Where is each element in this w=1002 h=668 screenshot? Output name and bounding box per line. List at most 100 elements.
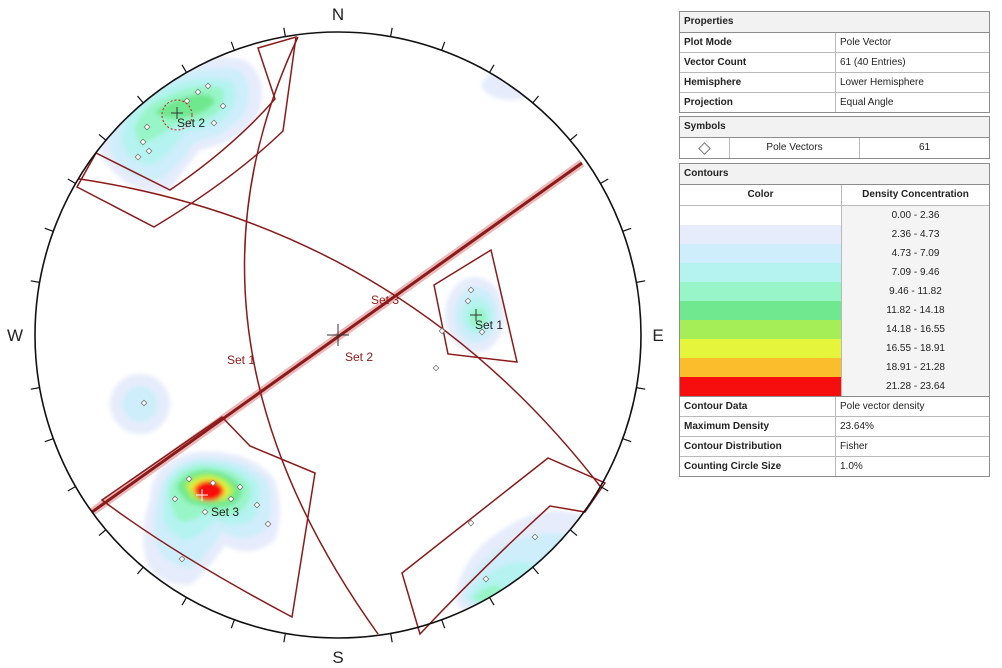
set3-plane-label: Set 3 xyxy=(371,293,399,307)
contour-range-label: 18.91 - 21.28 xyxy=(842,358,989,377)
property-value[interactable]: 61 (40 Entries) xyxy=(840,57,906,68)
set1-pole-cross[interactable] xyxy=(470,309,482,321)
set2-plane-label: Set 2 xyxy=(345,350,373,364)
pole-diamond[interactable] xyxy=(253,501,261,509)
pole-diamond[interactable] xyxy=(201,508,209,516)
property-row: Hemisphere Lower Hemisphere xyxy=(680,73,989,93)
contour-color-swatch[interactable] xyxy=(680,320,842,339)
degree-tick xyxy=(532,566,540,575)
contour-info-value[interactable]: Pole vector density xyxy=(840,401,925,412)
contour-color-swatch[interactable] xyxy=(680,282,842,301)
contour-legend-row[interactable]: 9.46 - 11.82 xyxy=(680,282,989,301)
contour-range-label: 4.73 - 7.09 xyxy=(842,244,989,263)
set2-pole-cross[interactable] xyxy=(171,107,183,119)
contour-range-label: 0.00 - 2.36 xyxy=(842,206,989,225)
contour-color-swatch[interactable] xyxy=(680,206,842,225)
pole-diamond[interactable] xyxy=(467,286,475,294)
contour-info-row: Contour Distribution Fisher xyxy=(680,437,989,457)
set-pole-markers xyxy=(171,107,482,501)
degree-ticks xyxy=(30,27,646,643)
pole-diamond[interactable] xyxy=(183,97,191,105)
set2-window[interactable] xyxy=(75,35,297,228)
contour-legend-row[interactable]: 0.00 - 2.36 xyxy=(680,206,989,225)
pole-diamond[interactable] xyxy=(467,519,475,527)
pole-diamond[interactable] xyxy=(478,328,486,336)
contour-color-swatch[interactable] xyxy=(680,244,842,263)
set1-pole-label: Set 1 xyxy=(475,318,503,332)
contour-legend-rows: 0.00 - 2.36 2.36 - 4.73 4.73 - 7.09 7.09 - … xyxy=(680,206,989,397)
degree-tick xyxy=(569,133,578,141)
pole-diamond[interactable] xyxy=(531,533,539,541)
contour-color-swatch[interactable] xyxy=(680,339,842,358)
east-label: E xyxy=(652,326,663,345)
degree-tick xyxy=(532,95,540,104)
stereonet-plot[interactable]: Set 2 Set 1 Set 3 Set 1 Set 2 Set 3 N S … xyxy=(0,0,672,668)
property-value[interactable]: Equal Angle xyxy=(840,97,894,108)
degree-tick xyxy=(622,227,632,232)
property-value[interactable]: Pole Vector xyxy=(840,37,892,48)
degree-tick xyxy=(67,485,76,492)
pole-diamond[interactable] xyxy=(432,364,440,372)
pole-diamond[interactable] xyxy=(209,479,217,487)
contour-legend-row[interactable]: 2.36 - 4.73 xyxy=(680,225,989,244)
pole-diamond[interactable] xyxy=(236,483,244,491)
contour-legend-row[interactable]: 11.82 - 14.18 xyxy=(680,301,989,320)
pole-diamond[interactable] xyxy=(178,555,186,563)
contour-color-swatch[interactable] xyxy=(680,301,842,320)
pole-diamond[interactable] xyxy=(185,475,193,483)
contour-legend-row[interactable]: 4.73 - 7.09 xyxy=(680,244,989,263)
pole-diamond[interactable] xyxy=(145,147,153,155)
pole-diamond[interactable] xyxy=(140,399,148,407)
symbol-row[interactable]: Pole Vectors 61 xyxy=(680,138,989,158)
degree-tick xyxy=(136,95,144,104)
degree-tick xyxy=(181,597,188,606)
pole-diamond[interactable] xyxy=(210,119,218,127)
contour-range-label: 2.36 - 4.73 xyxy=(842,225,989,244)
contour-legend-row[interactable]: 14.18 - 16.55 xyxy=(680,320,989,339)
property-row: Projection Equal Angle xyxy=(680,93,989,112)
degree-tick xyxy=(136,566,144,575)
contour-color-swatch[interactable] xyxy=(680,225,842,244)
contour-color-swatch[interactable] xyxy=(680,263,842,282)
degree-tick xyxy=(600,178,609,185)
degree-tick xyxy=(636,387,646,390)
degree-tick xyxy=(30,280,40,283)
pole-diamond[interactable] xyxy=(464,297,472,305)
pole-diamond[interactable] xyxy=(438,327,446,335)
pole-diamond[interactable] xyxy=(194,88,202,96)
contour-color-swatch[interactable] xyxy=(680,377,842,396)
degree-tick xyxy=(283,27,286,37)
degree-tick xyxy=(67,178,76,185)
contour-color-swatch[interactable] xyxy=(680,358,842,377)
pole-diamond[interactable] xyxy=(227,495,235,503)
pole-diamond[interactable] xyxy=(143,123,151,131)
contour-legend-row[interactable]: 16.55 - 18.91 xyxy=(680,339,989,358)
contour-info-value[interactable]: Fisher xyxy=(840,441,868,452)
contour-info-value[interactable]: 1.0% xyxy=(840,461,863,472)
pole-diamond[interactable] xyxy=(264,520,272,528)
property-key: Vector Count xyxy=(680,53,836,72)
stereonet-primitive-circle xyxy=(34,31,642,639)
contour-legend-row[interactable]: 18.91 - 21.28 xyxy=(680,358,989,377)
pole-diamond[interactable] xyxy=(171,495,179,503)
degree-tick xyxy=(230,619,235,629)
pole-diamond[interactable] xyxy=(204,82,212,90)
property-row: Plot Mode Pole Vector xyxy=(680,33,989,53)
degree-tick xyxy=(622,438,632,443)
property-value[interactable]: Lower Hemisphere xyxy=(840,77,924,88)
set1-plane-label: Set 1 xyxy=(227,353,255,367)
pole-diamond[interactable] xyxy=(134,153,142,161)
set3-window[interactable] xyxy=(100,416,316,619)
pole-diamond[interactable] xyxy=(482,575,490,583)
property-key: Projection xyxy=(680,93,836,112)
set3-pole-cross[interactable] xyxy=(196,489,208,501)
contour-legend-row[interactable]: 21.28 - 23.64 xyxy=(680,377,989,396)
pole-diamond[interactable] xyxy=(219,102,227,110)
degree-tick xyxy=(441,619,446,629)
degree-tick xyxy=(44,438,54,443)
pole-diamond[interactable] xyxy=(139,138,147,146)
contour-legend-row[interactable]: 7.09 - 9.46 xyxy=(680,263,989,282)
property-key: Hemisphere xyxy=(680,73,836,92)
properties-title: Properties xyxy=(680,12,989,33)
southeast-window[interactable] xyxy=(401,457,607,636)
